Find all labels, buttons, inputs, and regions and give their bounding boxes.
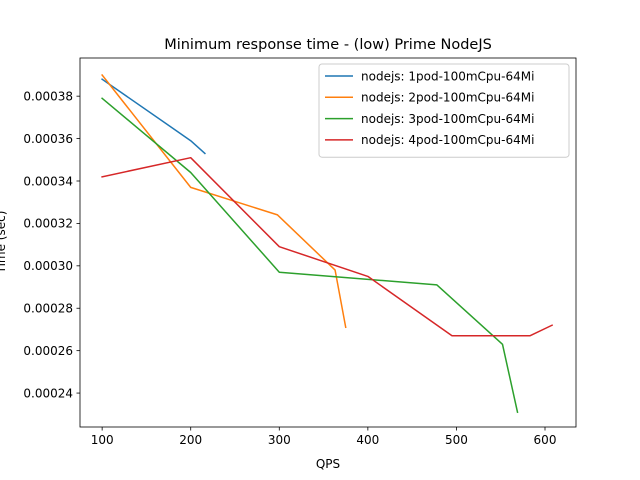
y-tick-label: 0.00028 [23,302,73,316]
x-tick-label: 300 [268,433,291,447]
axes: 100 200 300 400 500 600 0.00024 0.00026 0.00028 0… [23,57,577,447]
y-tick-label: 0.00034 [23,174,73,188]
y-tick-label: 0.00030 [23,259,73,273]
plot-frame [79,57,577,428]
x-tick-label: 200 [179,433,202,447]
series-line-1 [101,78,206,155]
legend: nodejs: 1pod-100mCpu-64Mi nodejs: 2pod-10… [318,63,570,158]
legend-entry: nodejs: 3pod-100mCpu-64Mi [361,112,534,126]
series-line-4 [101,156,554,337]
chart-title: Minimum response time - (low) Prime Node… [164,37,492,53]
y-tick-label: 0.00024 [23,386,73,400]
series-line-2 [101,73,347,329]
x-axis-label: QPS [316,457,340,471]
x-tick-label: 400 [356,433,379,447]
legend-entry: nodejs: 1pod-100mCpu-64Mi [361,69,534,83]
x-tick-label: 600 [534,433,557,447]
plot-lines [101,73,554,414]
y-axis-label: Time (sec) [0,211,8,275]
y-tick-label: 0.00026 [23,344,73,358]
y-tick-label: 0.00032 [23,217,73,231]
x-tick-label: 100 [91,433,114,447]
legend-entry: nodejs: 2pod-100mCpu-64Mi [361,91,534,105]
x-tick-label: 500 [445,433,468,447]
legend-box [318,63,570,158]
y-tick-label: 0.00038 [23,89,73,103]
legend-entry: nodejs: 4pod-100mCpu-64Mi [361,133,534,147]
y-tick-label: 0.00036 [23,132,73,146]
